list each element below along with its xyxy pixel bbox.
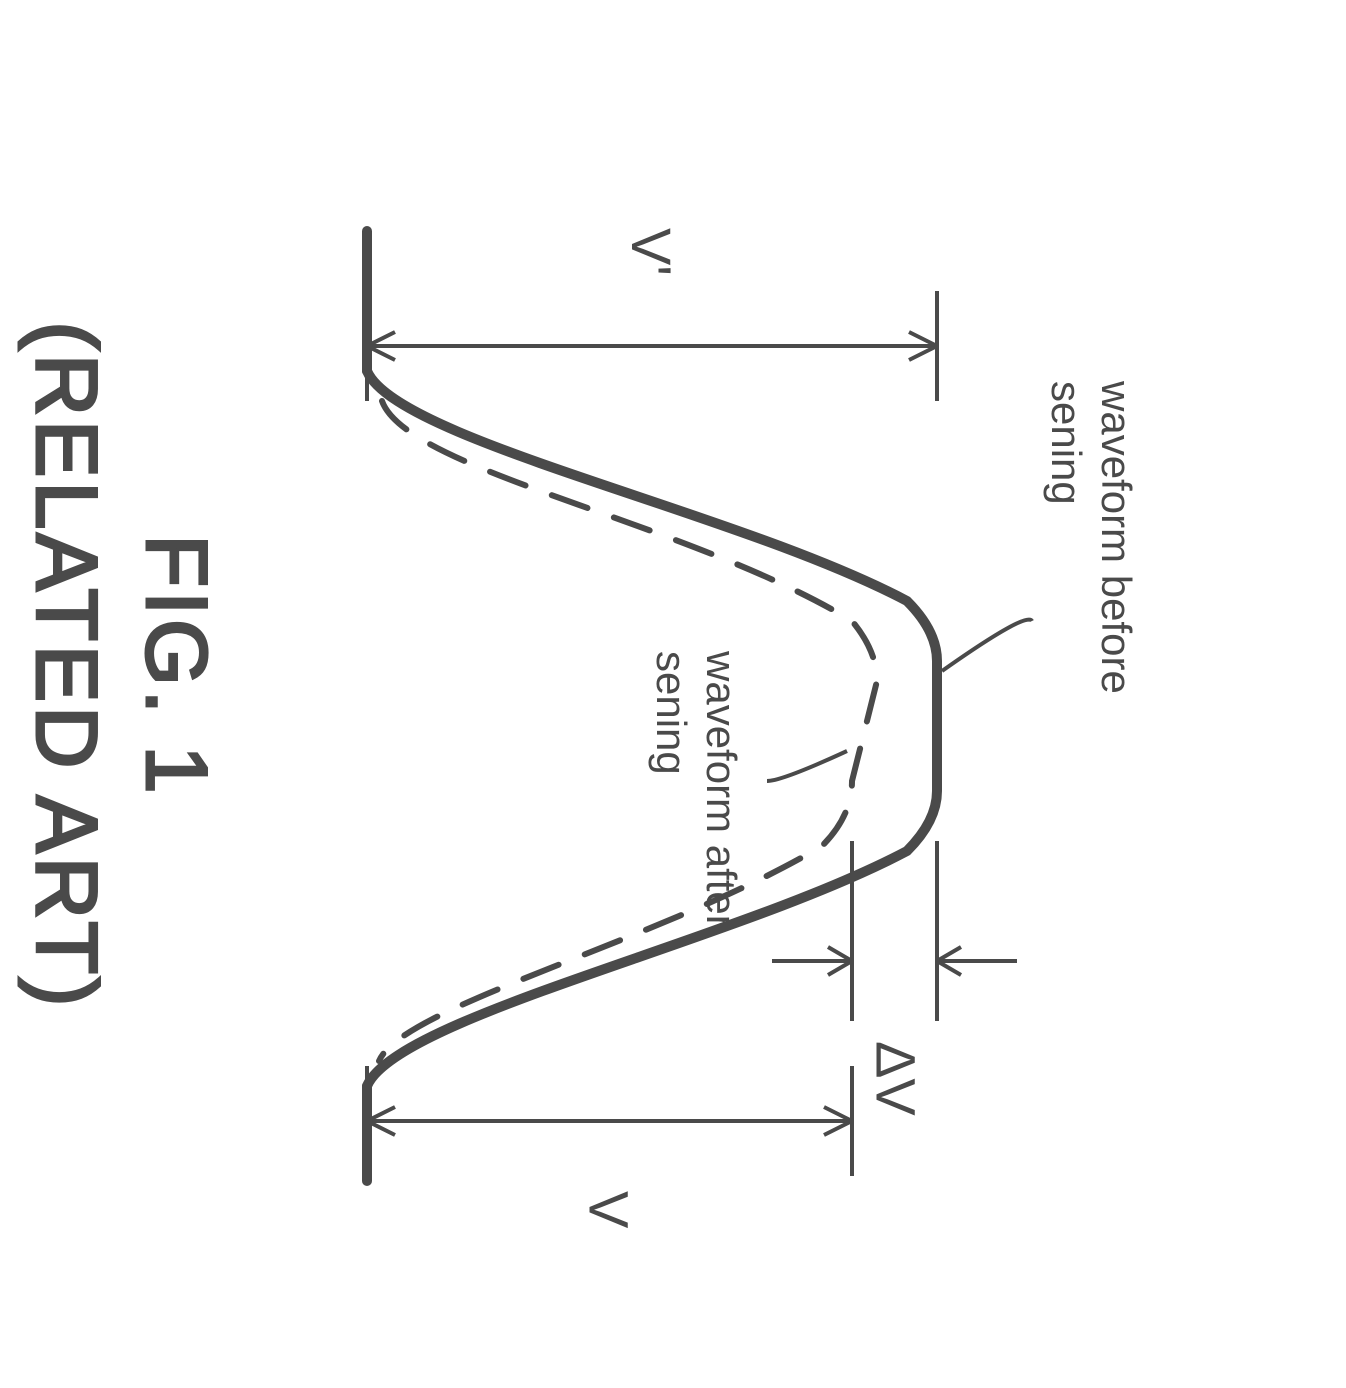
caption-sub: (RELATED ART) xyxy=(18,321,114,1010)
caption-main: FIG. 1 xyxy=(128,535,224,798)
figure-caption-group: FIG. 1(RELATED ART) xyxy=(18,321,224,1010)
label-before-line1: waveform before xyxy=(1093,380,1140,694)
label-delta-v: ΔV xyxy=(865,1041,928,1116)
label-after-line2: sening xyxy=(648,651,695,775)
label-after-line1: waveform after xyxy=(698,650,745,929)
leader-after xyxy=(767,751,847,781)
leader-before xyxy=(942,620,1032,671)
label-v: V xyxy=(578,1191,641,1229)
label-before-line2: sening xyxy=(1043,381,1090,505)
label-vprime: V' xyxy=(620,228,683,276)
